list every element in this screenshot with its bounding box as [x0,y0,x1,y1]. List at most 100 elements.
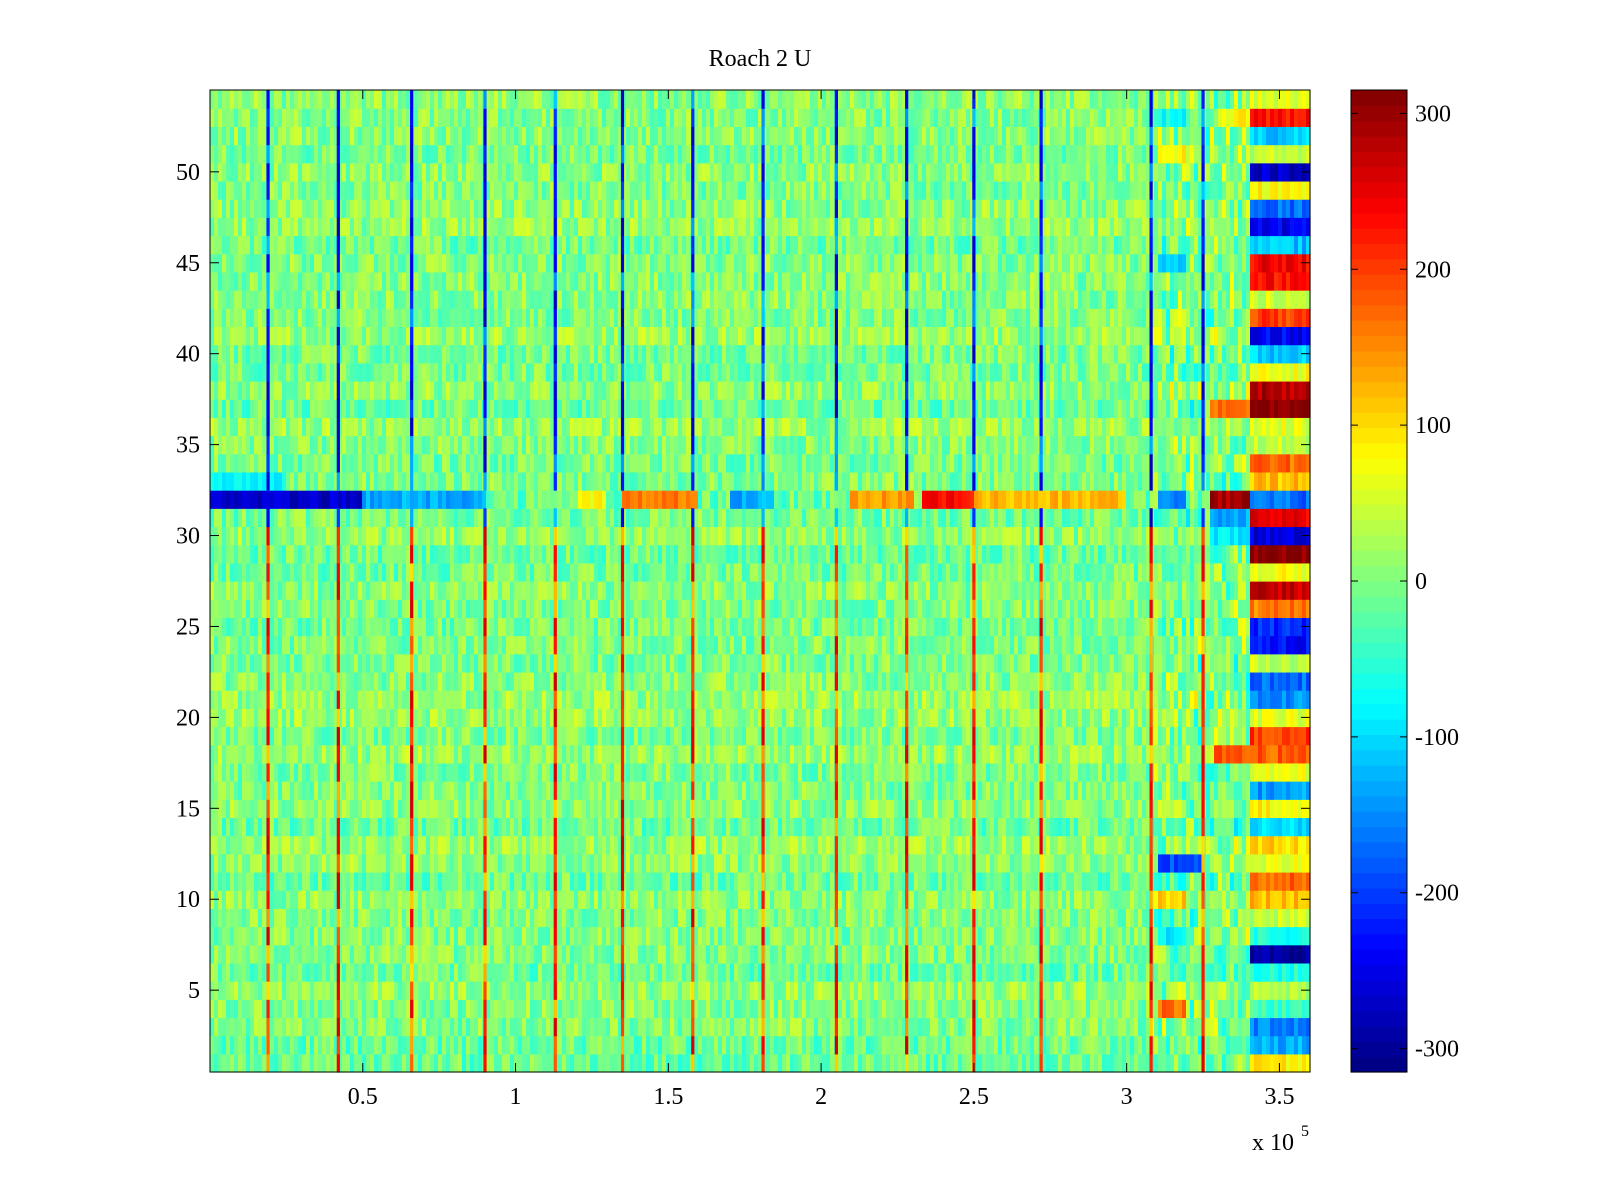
heatmap-cell [362,944,367,964]
heatmap-cell [286,799,291,819]
heatmap-cell [898,926,903,946]
heatmap-cell [806,835,811,855]
heatmap-cell [858,962,863,982]
heatmap-cell [1142,817,1147,837]
heatmap-cell [1042,962,1047,982]
heatmap-cell [326,799,331,819]
heatmap-cell [390,926,395,946]
heatmap-cell [302,1035,307,1055]
heatmap-cell [1162,981,1167,1000]
heatmap-cell [310,890,315,909]
heatmap-cell [1130,981,1135,1000]
heatmap-cell [1094,908,1099,928]
heatmap-cell [218,981,223,1000]
heatmap-cell [694,962,699,982]
heatmap-cell [418,853,423,873]
heatmap-cell [282,781,287,800]
heatmap-cell [906,1017,911,1037]
heatmap-cell [290,908,295,928]
heatmap-cell [1230,835,1235,855]
heatmap-cell [1222,908,1227,928]
heatmap-cell [950,817,955,837]
heatmap-cell [330,744,335,764]
heatmap-cell [322,1017,327,1037]
heatmap-cell [1122,853,1127,873]
heatmap-cell [1222,1017,1227,1037]
heatmap-cell [678,890,683,909]
heatmap-cell [954,962,959,982]
heatmap-cell [1046,1053,1051,1073]
heatmap-cell [958,781,963,800]
heatmap-cell [1122,962,1127,982]
heatmap-cell [294,726,299,746]
heatmap-cell [1262,890,1267,909]
heatmap-cell [1266,1017,1271,1037]
heatmap-cell [366,871,371,891]
heatmap-cell [1146,926,1151,946]
heatmap-cell [1006,781,1011,800]
heatmap-cell [910,781,915,800]
heatmap-cell [218,908,223,928]
heatmap-cell [1070,962,1075,982]
heatmap-cell [686,926,691,946]
heatmap-cell [346,781,351,800]
heatmap-cell [1258,744,1263,764]
heatmap-cell [986,871,991,891]
heatmap-cell [250,853,255,873]
heatmap-cell [1034,999,1039,1019]
heatmap-cell [774,944,779,964]
heatmap-cell [614,1053,619,1073]
heatmap-cell [790,871,795,891]
heatmap-cell [226,744,231,764]
heatmap-cell [698,1035,703,1055]
heatmap-cell [438,762,443,782]
heatmap-cell [230,871,235,891]
heatmap-cell [654,1017,659,1037]
heatmap-cell [786,999,791,1019]
heatmap-cell [386,726,391,746]
heatmap-cell [246,890,251,909]
heatmap-cell [342,962,347,982]
heatmap-cell [306,981,311,1000]
heatmap-cell [798,981,803,1000]
heatmap-cell [302,962,307,982]
heatmap-cell [326,781,331,800]
heatmap-cell [1122,981,1127,1000]
heatmap-cell [954,890,959,909]
heatmap-cell [806,817,811,837]
heatmap-cell [590,981,595,1000]
heatmap-cell [1250,781,1255,800]
heatmap-cell [1102,799,1107,819]
heatmap-cell [1034,926,1039,946]
heatmap-cell [1302,817,1307,837]
heatmap-cell [658,908,663,928]
heatmap-cell [1138,1017,1143,1037]
heatmap-cell [894,908,899,928]
heatmap-cell [1226,1053,1231,1073]
heatmap-cell [462,1035,467,1055]
heatmap-cell [846,799,851,819]
heatmap-cell [714,871,719,891]
heatmap-cell [706,781,711,800]
heatmap-cell [1294,762,1299,782]
heatmap-cell [562,1017,567,1037]
heatmap-cell [966,1017,971,1037]
heatmap-cell [514,944,519,964]
heatmap-cell [770,799,775,819]
heatmap-cell [846,981,851,1000]
heatmap-cell [1262,781,1267,800]
heatmap-cell [1118,944,1123,964]
heatmap-cell [694,853,699,873]
heatmap-cell [1134,1017,1139,1037]
heatmap-cell [606,799,611,819]
heatmap-cell [882,762,887,782]
heatmap-cell [262,762,267,782]
heatmap-cell [322,926,327,946]
heatmap-cell [1290,799,1295,819]
heatmap-cell [822,817,827,837]
heatmap-cell [446,999,451,1019]
heatmap-cell [442,835,447,855]
heatmap-cell [346,944,351,964]
heatmap-cell [222,1035,227,1055]
heatmap-cell [862,981,867,1000]
